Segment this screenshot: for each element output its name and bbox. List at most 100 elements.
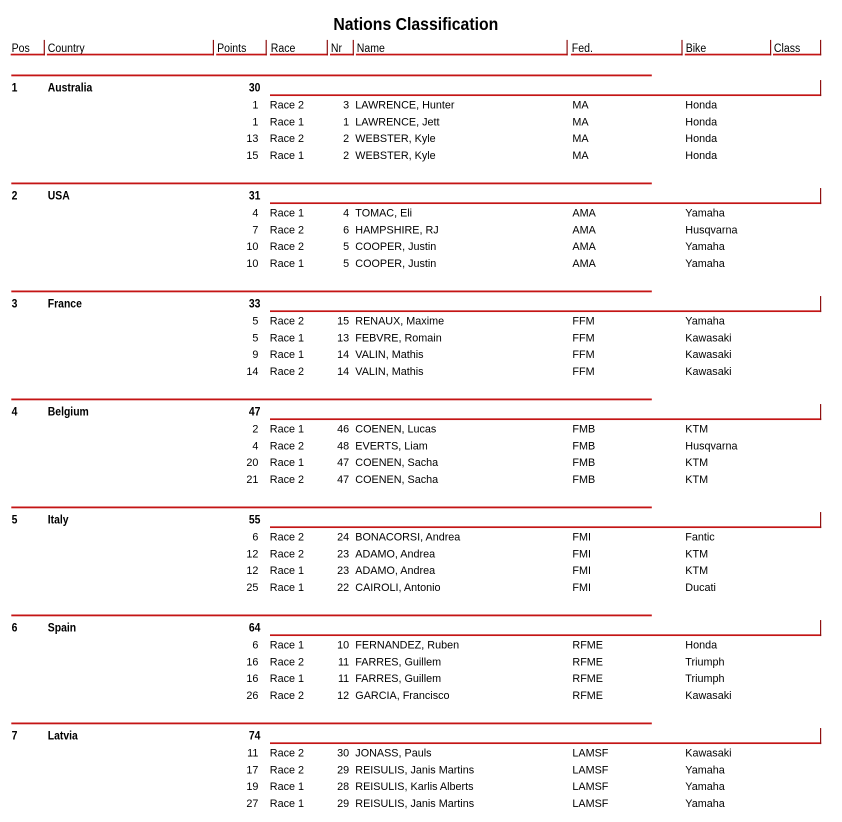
svg-text:15: 15 — [337, 315, 349, 327]
svg-text:FARRES, Guillem: FARRES, Guillem — [355, 656, 441, 668]
svg-text:Race 1: Race 1 — [270, 639, 304, 651]
svg-text:TOMAC, Eli: TOMAC, Eli — [355, 207, 412, 219]
svg-text:FMI: FMI — [572, 548, 591, 560]
svg-text:COENEN, Sacha: COENEN, Sacha — [355, 474, 438, 486]
svg-text:3: 3 — [343, 99, 349, 111]
svg-text:Ducati: Ducati — [685, 582, 716, 594]
svg-text:17: 17 — [246, 764, 258, 776]
svg-text:5: 5 — [12, 514, 18, 527]
svg-text:WEBSTER, Kyle: WEBSTER, Kyle — [355, 133, 435, 145]
svg-text:6: 6 — [12, 622, 18, 635]
svg-text:MA: MA — [572, 150, 589, 162]
svg-text:France: France — [48, 298, 82, 311]
svg-text:LAMSF: LAMSF — [572, 747, 608, 759]
svg-text:10: 10 — [246, 258, 258, 270]
svg-text:33: 33 — [249, 298, 261, 311]
svg-text:3: 3 — [12, 298, 18, 311]
svg-text:RFME: RFME — [572, 673, 603, 685]
svg-text:28: 28 — [337, 781, 349, 793]
svg-text:Fed.: Fed. — [572, 42, 593, 55]
svg-text:Yamaha: Yamaha — [685, 781, 724, 793]
svg-text:AMA: AMA — [572, 224, 596, 236]
svg-text:KTM: KTM — [685, 565, 708, 577]
svg-text:64: 64 — [249, 622, 261, 635]
svg-text:12: 12 — [246, 548, 258, 560]
svg-text:VALIN, Mathis: VALIN, Mathis — [355, 349, 424, 361]
svg-text:LAMSF: LAMSF — [572, 781, 608, 793]
svg-text:10: 10 — [337, 639, 349, 651]
svg-text:JONASS, Pauls: JONASS, Pauls — [355, 747, 432, 759]
svg-text:Race 1: Race 1 — [270, 349, 304, 361]
svg-text:26: 26 — [246, 690, 258, 702]
svg-text:FARRES, Guillem: FARRES, Guillem — [355, 673, 441, 685]
svg-text:FMB: FMB — [572, 457, 595, 469]
svg-text:21: 21 — [246, 474, 258, 486]
svg-text:FMI: FMI — [572, 565, 591, 577]
svg-text:Points: Points — [217, 42, 247, 55]
svg-text:Race 1: Race 1 — [270, 781, 304, 793]
svg-text:Race 1: Race 1 — [270, 457, 304, 469]
svg-text:6: 6 — [252, 531, 258, 543]
svg-text:ADAMO, Andrea: ADAMO, Andrea — [355, 565, 435, 577]
svg-text:Race: Race — [271, 42, 296, 55]
svg-text:Race 2: Race 2 — [270, 440, 304, 452]
svg-text:FFM: FFM — [572, 349, 594, 361]
svg-text:KTM: KTM — [685, 423, 708, 435]
svg-text:4: 4 — [12, 406, 18, 419]
svg-text:20: 20 — [246, 457, 258, 469]
svg-text:Race 1: Race 1 — [270, 565, 304, 577]
svg-text:Race 1: Race 1 — [270, 207, 304, 219]
svg-text:LAWRENCE, Hunter: LAWRENCE, Hunter — [355, 99, 455, 111]
svg-text:Country: Country — [48, 42, 85, 55]
svg-text:Latvia: Latvia — [48, 730, 79, 743]
svg-text:COOPER, Justin: COOPER, Justin — [355, 258, 436, 270]
svg-text:Race 1: Race 1 — [270, 798, 304, 810]
svg-text:4: 4 — [343, 207, 349, 219]
svg-text:HAMPSHIRE, RJ: HAMPSHIRE, RJ — [355, 224, 438, 236]
svg-text:16: 16 — [246, 673, 258, 685]
svg-text:4: 4 — [252, 440, 258, 452]
svg-text:FMI: FMI — [572, 531, 591, 543]
svg-text:2: 2 — [12, 190, 18, 203]
svg-text:AMA: AMA — [572, 241, 596, 253]
svg-text:13: 13 — [246, 133, 258, 145]
svg-text:15: 15 — [246, 150, 258, 162]
svg-text:5: 5 — [343, 241, 349, 253]
svg-text:9: 9 — [252, 349, 258, 361]
svg-text:47: 47 — [337, 457, 349, 469]
svg-text:KTM: KTM — [685, 474, 708, 486]
svg-text:16: 16 — [246, 656, 258, 668]
svg-text:REISULIS, Janis Martins: REISULIS, Janis Martins — [355, 798, 474, 810]
svg-text:COOPER, Justin: COOPER, Justin — [355, 241, 436, 253]
svg-text:2: 2 — [252, 423, 258, 435]
svg-text:Honda: Honda — [685, 133, 717, 145]
svg-text:Italy: Italy — [48, 514, 69, 527]
svg-text:7: 7 — [252, 224, 258, 236]
svg-text:FERNANDEZ, Ruben: FERNANDEZ, Ruben — [355, 639, 459, 651]
svg-text:Race 2: Race 2 — [270, 747, 304, 759]
svg-text:12: 12 — [246, 565, 258, 577]
svg-text:Pos: Pos — [12, 42, 30, 55]
svg-text:RENAUX, Maxime: RENAUX, Maxime — [355, 315, 444, 327]
svg-text:55: 55 — [249, 514, 261, 527]
svg-text:WEBSTER, Kyle: WEBSTER, Kyle — [355, 150, 435, 162]
svg-text:1: 1 — [252, 116, 258, 128]
svg-text:Race 1: Race 1 — [270, 582, 304, 594]
svg-text:GARCIA, Francisco: GARCIA, Francisco — [355, 690, 449, 702]
svg-text:Spain: Spain — [48, 622, 76, 635]
svg-text:24: 24 — [337, 531, 349, 543]
svg-text:LAMSF: LAMSF — [572, 798, 608, 810]
svg-text:CAIROLI, Antonio: CAIROLI, Antonio — [355, 582, 440, 594]
svg-text:11: 11 — [247, 747, 258, 759]
svg-text:Yamaha: Yamaha — [685, 764, 724, 776]
svg-text:12: 12 — [337, 690, 349, 702]
svg-text:Race 2: Race 2 — [270, 764, 304, 776]
svg-text:ADAMO, Andrea: ADAMO, Andrea — [355, 548, 435, 560]
svg-text:FMB: FMB — [572, 423, 595, 435]
svg-text:31: 31 — [249, 190, 261, 203]
svg-text:23: 23 — [337, 548, 349, 560]
svg-text:11: 11 — [338, 656, 349, 668]
svg-text:1: 1 — [252, 99, 258, 111]
svg-text:5: 5 — [252, 315, 258, 327]
svg-text:Race 1: Race 1 — [270, 116, 304, 128]
